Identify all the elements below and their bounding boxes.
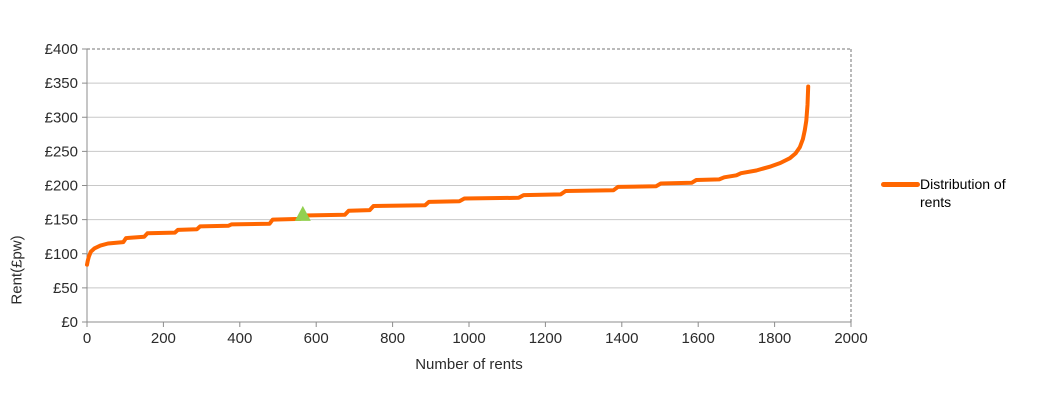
y-tick-label: £0 bbox=[61, 314, 78, 331]
legend: Distribution of rents bbox=[881, 175, 1016, 211]
y-tick-label: £250 bbox=[45, 143, 78, 160]
highlight-triangle-marker bbox=[294, 205, 311, 221]
y-tick-label: £150 bbox=[45, 212, 78, 229]
series-line-distribution-of-rents bbox=[85, 84, 811, 267]
legend-series-line-swatch bbox=[881, 182, 920, 187]
x-tick-label: 1000 bbox=[452, 330, 485, 347]
x-tick-label: 1200 bbox=[529, 330, 562, 347]
x-tick-label: 800 bbox=[380, 330, 405, 347]
x-tick-label: 0 bbox=[83, 330, 91, 347]
y-tick-label: £300 bbox=[45, 109, 78, 126]
y-tick-label: £350 bbox=[45, 75, 78, 92]
x-tick-label: 1600 bbox=[682, 330, 715, 347]
x-axis-title: Number of rents bbox=[415, 356, 523, 373]
legend-series-label: Distribution of rents bbox=[920, 176, 1006, 210]
x-tick-label: 1800 bbox=[758, 330, 791, 347]
x-tick-label: 200 bbox=[151, 330, 176, 347]
y-tick-label: £100 bbox=[45, 246, 78, 263]
y-tick-label: £50 bbox=[53, 280, 78, 297]
x-tick-label: 2000 bbox=[834, 330, 867, 347]
y-tick-label: £200 bbox=[45, 178, 78, 195]
x-tick-label: 1400 bbox=[605, 330, 638, 347]
x-tick-label: 400 bbox=[227, 330, 252, 347]
x-tick-label: 600 bbox=[304, 330, 329, 347]
y-axis-title: Rent(£pw) bbox=[8, 235, 26, 305]
y-tick-label: £400 bbox=[45, 41, 78, 58]
